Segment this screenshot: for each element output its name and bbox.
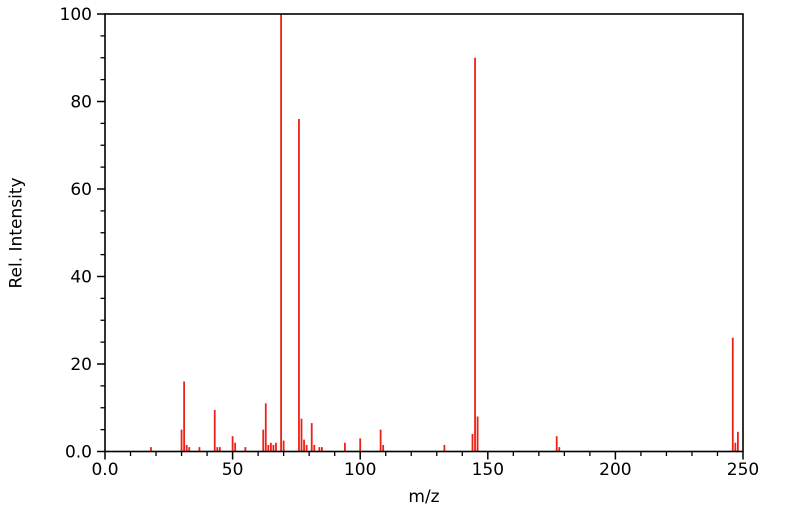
y-tick-label: 100: [60, 5, 92, 25]
y-tick-label: 20: [70, 355, 92, 375]
y-axis-label: Rel. Intensity: [6, 177, 27, 289]
x-tick-label: 100: [344, 460, 376, 480]
x-tick-label: 200: [599, 460, 631, 480]
plot-frame: [104, 13, 744, 453]
x-tick-label: 150: [472, 460, 504, 480]
y-tick-label: 60: [70, 180, 92, 200]
x-tick-label: 0.0: [91, 460, 118, 480]
y-tick-label: 40: [70, 268, 92, 288]
x-axis-label: m/z: [408, 487, 440, 507]
x-tick-label: 50: [222, 460, 244, 480]
y-tick-label: 80: [70, 93, 92, 113]
x-tick-label: 250: [727, 460, 759, 480]
y-tick-label: 0.0: [65, 443, 92, 463]
